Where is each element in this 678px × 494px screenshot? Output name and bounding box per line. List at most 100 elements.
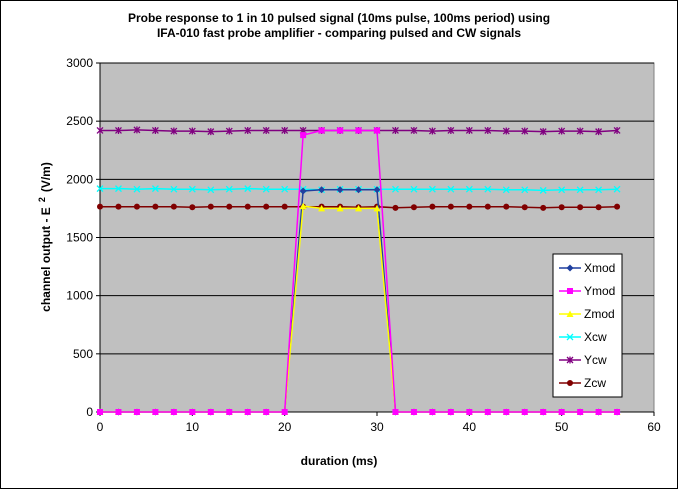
series-ymod-point (152, 409, 159, 415)
gridlines (100, 62, 654, 355)
series-xcw-point (447, 185, 455, 193)
x-tick-label: 60 (647, 420, 661, 434)
series-zcw-point (392, 204, 399, 211)
legend-label: Zcw (584, 376, 606, 390)
series-zcw-point (595, 204, 602, 211)
y-tick-label: 1500 (66, 231, 93, 245)
series-xcw-point (613, 185, 621, 193)
legend-swatch-marker (566, 333, 574, 341)
series-xcw-point (225, 185, 233, 193)
series-ymod-point (226, 409, 233, 415)
series-zmod-point (373, 204, 381, 212)
series-xcw-point (207, 186, 215, 194)
series-ycw-point (558, 127, 566, 135)
series-xcw-point (244, 185, 252, 193)
series-xmod-point (355, 186, 363, 194)
series-ymod-point (447, 409, 454, 415)
y-axis-label-superscript: 2 (37, 197, 47, 202)
series-xcw-point (151, 185, 159, 193)
series-xcw-point (410, 185, 418, 193)
series-ymod-point (521, 409, 528, 415)
series-ymod-point (300, 132, 307, 139)
series-ymod-point (374, 127, 380, 134)
y-tick-label: 500 (73, 347, 93, 361)
series-zcw-point (577, 204, 584, 211)
y-tick-label: 2000 (66, 172, 93, 186)
series-xcw-point (170, 185, 178, 193)
legend-box (552, 253, 623, 398)
series-xcw-point (133, 185, 141, 193)
series-ycw-point (244, 126, 252, 134)
series-ycw-point (595, 128, 603, 136)
x-tick-label: 30 (370, 420, 384, 434)
series-xcw-point (502, 186, 510, 194)
series-zcw-point (263, 203, 270, 210)
series-xcw-point (595, 186, 603, 194)
legend-item-zcw: Zcw (559, 376, 606, 390)
series-layer (96, 126, 621, 416)
legend-swatch-marker (566, 264, 574, 272)
series-ymod-point (484, 409, 491, 415)
series-ycw-point (539, 128, 547, 136)
series-ymod-point (170, 409, 177, 415)
series-xcw-point (392, 185, 399, 193)
legend-label: Zmod (584, 307, 615, 321)
y-tick-label: 0 (86, 405, 93, 419)
series-zcw-point (281, 203, 288, 210)
series-zcw-point (189, 204, 196, 211)
series-ycw-point (521, 127, 529, 135)
series-ymod-point (540, 409, 547, 415)
series-zcw-point (466, 203, 473, 210)
series-xmod-point (373, 186, 381, 194)
series-zcw-point (614, 203, 621, 210)
series-zcw-point (484, 203, 491, 210)
series-zcw-point (207, 203, 214, 210)
series-xcw-point (96, 185, 104, 193)
series-ycw-point (447, 126, 455, 134)
chart-title-line-1: Probe response to 1 in 10 pulsed signal … (128, 11, 550, 25)
legend-swatch-marker (567, 288, 573, 294)
series-ymod-point (263, 409, 270, 415)
series-ycw-point (410, 126, 418, 134)
series-zcw-point (226, 203, 233, 210)
series-zmod-point (299, 202, 307, 210)
series-zcw-point (152, 203, 159, 210)
series-xcw-point (539, 186, 547, 194)
series-ycw-point (484, 126, 492, 134)
series-ycw-point (188, 127, 196, 135)
series-ycw-point (151, 126, 159, 134)
series-ycw-point (115, 126, 122, 134)
series-ycw-point (613, 126, 621, 134)
y-axis-label: channel output - E 2 (V/m) (37, 162, 53, 312)
legend-swatch-marker (566, 356, 574, 364)
legend-label: Xcw (584, 330, 607, 344)
series-ymod-point (97, 409, 103, 415)
series-zcw-point (170, 203, 177, 210)
series-ymod-point (115, 409, 122, 415)
series-xcw-point (558, 186, 566, 194)
series-ymod-point (281, 409, 288, 415)
series-ycw-point (207, 128, 215, 136)
series-ymod-point (392, 409, 399, 415)
legend-label: Xmod (584, 261, 615, 275)
series-ymod-point (207, 409, 214, 415)
series-ymod-point (189, 409, 196, 415)
series-ymod-point (244, 409, 251, 415)
series-xcw-point (576, 186, 584, 194)
legend-item-ycw: Ycw (559, 353, 607, 367)
series-ymod-point (558, 409, 565, 415)
series-ymod-point (337, 127, 344, 134)
series-zcw-point (133, 203, 140, 210)
series-ymod-point (410, 409, 417, 415)
legend: Xmod Ymod Zmod Xcw Ycw Zcw (552, 253, 623, 398)
legend-swatch-marker (567, 380, 573, 386)
series-ymod (97, 127, 621, 415)
legend-item-zmod: Zmod (559, 307, 615, 321)
series-zcw-point (540, 204, 547, 211)
series-zcw-point (429, 203, 436, 210)
series-ymod-point (614, 409, 621, 415)
series-ycw-point (281, 126, 289, 134)
series-ymod-point (595, 409, 602, 415)
series-zcw-point (115, 203, 122, 210)
